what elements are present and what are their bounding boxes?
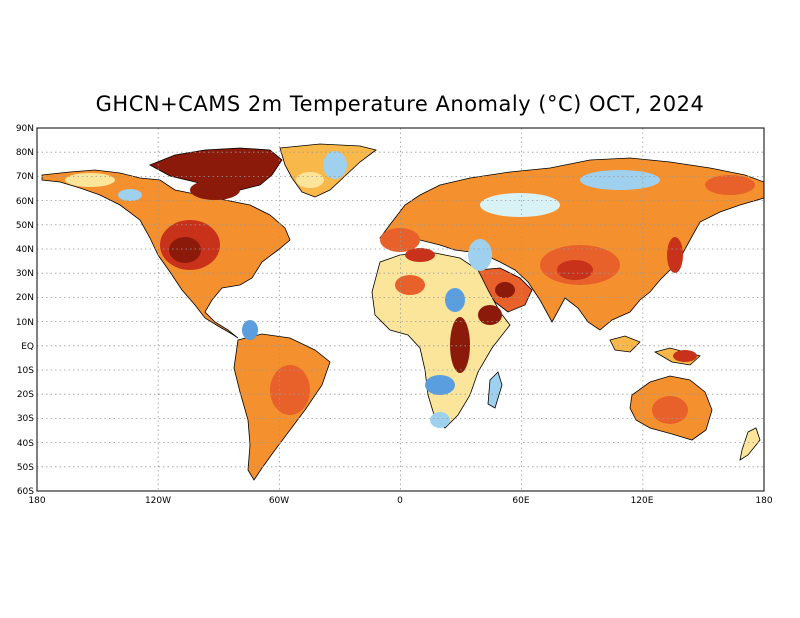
lat-label: 30N [16,269,34,279]
latitude-labels: 90N 80N 70N 60N 50N 40N 30N 20N 10N EQ 1… [16,124,34,497]
lat-label: 10N [16,318,34,328]
anomaly-patches [65,151,755,428]
gridlines [37,128,764,491]
lat-label: 20S [17,390,34,400]
lat-label: 60S [17,487,34,497]
lat-label: 10S [17,366,34,376]
madagascar-land [487,371,503,409]
africa-land [371,251,511,429]
lon-label: 120E [631,496,654,506]
lat-label: 60N [16,197,34,207]
map-frame [36,127,765,492]
lon-label: 0 [397,496,403,506]
lat-label: 80N [16,148,34,158]
arctic-islands-land [149,147,283,191]
lon-label: 60W [269,496,289,506]
lat-label: 70N [16,172,34,182]
new-zealand-land [739,427,761,461]
map-title: GHCN+CAMS 2m Temperature Anomaly (°C) OC… [95,92,705,116]
lon-label: 180 [755,496,772,506]
land-layer [41,143,764,481]
lat-label: 50N [16,221,34,231]
lat-label: 40N [16,245,34,255]
longitude-labels: 180 120W 60W 0 60E 120E 180 [28,496,772,506]
lat-label: 20N [16,293,34,303]
lon-label: 60E [512,496,529,506]
lat-label: 50S [17,463,34,473]
lon-label: 180 [28,496,45,506]
lat-label: 30S [17,414,34,424]
lon-label: 120W [145,496,171,506]
lat-label: EQ [21,342,34,352]
lat-label: 40S [17,439,34,449]
lat-label: 90N [16,124,34,134]
